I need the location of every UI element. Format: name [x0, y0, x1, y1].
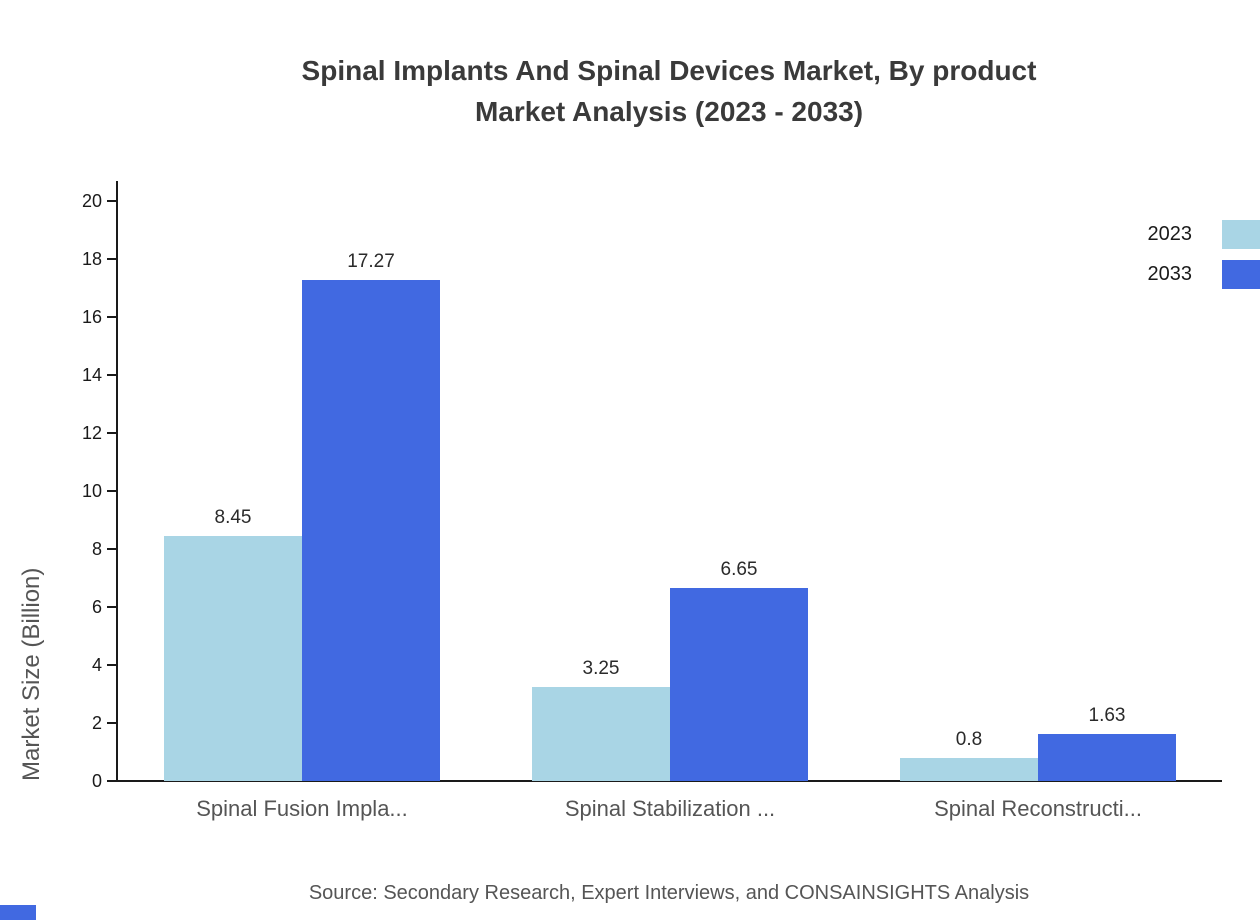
legend-swatch-icon	[1222, 220, 1260, 249]
y-tick-mark	[107, 374, 116, 376]
chart-title-line2: Market Analysis (2023 - 2033)	[474, 96, 864, 127]
legend-label: 2033	[1147, 263, 1193, 285]
x-category-label: Spinal Reconstructi...	[934, 796, 1142, 821]
y-tick-mark	[107, 548, 116, 550]
legend-entry-2023: 2023	[1148, 220, 1260, 249]
y-tick-label: 16	[81, 307, 102, 327]
x-category-label: Spinal Fusion Impla...	[196, 796, 408, 821]
chart-title-line1: Spinal Implants And Spinal Devices Marke…	[301, 55, 1037, 86]
legend-label: 2023	[1147, 223, 1193, 245]
y-tick-mark	[107, 664, 116, 666]
bar-2023-2	[532, 686, 670, 781]
legend-entry-2033: 2033	[1148, 260, 1260, 289]
legend: 2023 2033	[1148, 220, 1260, 300]
y-tick-mark	[107, 722, 116, 724]
bar-value-label: 6.65	[720, 559, 758, 581]
y-tick-mark	[107, 258, 116, 260]
y-tick-label: 4	[91, 655, 102, 675]
bar-2033-1	[302, 280, 440, 781]
bar-2023-3	[900, 757, 1038, 781]
bar-2033-2	[670, 588, 808, 781]
y-tick-label: 18	[81, 249, 102, 269]
y-tick-label: 20	[81, 191, 102, 211]
bar-value-label: 1.63	[1088, 704, 1126, 726]
bar-value-label: 3.25	[582, 657, 620, 679]
chart-title: Spinal Implants And Spinal Devices Marke…	[78, 50, 1260, 132]
y-tick-label: 6	[91, 597, 102, 617]
bar-2033-3	[1038, 733, 1176, 781]
bottom-left-accent	[0, 905, 36, 920]
legend-swatch-icon	[1222, 260, 1260, 289]
y-tick-mark	[107, 490, 116, 492]
y-tick-label: 10	[81, 481, 102, 501]
bar-value-label: 17.27	[347, 251, 395, 273]
y-axis-line	[116, 181, 118, 782]
y-tick-label: 0	[91, 771, 102, 791]
bar-2023-1	[164, 535, 302, 781]
bar-value-label: 0.8	[955, 728, 983, 750]
y-tick-label: 8	[91, 539, 102, 559]
bar-value-label: 8.45	[214, 506, 252, 528]
x-category-label: Spinal Stabilization ...	[564, 796, 776, 821]
y-tick-mark	[107, 316, 116, 318]
y-tick-label: 2	[91, 713, 102, 733]
y-tick-mark	[107, 200, 116, 202]
y-tick-mark	[107, 432, 116, 434]
y-tick-label: 14	[81, 365, 102, 385]
y-tick-mark	[107, 606, 116, 608]
source-note: Source: Secondary Research, Expert Inter…	[308, 882, 1030, 904]
y-tick-label: 12	[81, 423, 102, 443]
x-axis-line	[116, 780, 1222, 782]
y-tick-mark	[107, 780, 116, 782]
